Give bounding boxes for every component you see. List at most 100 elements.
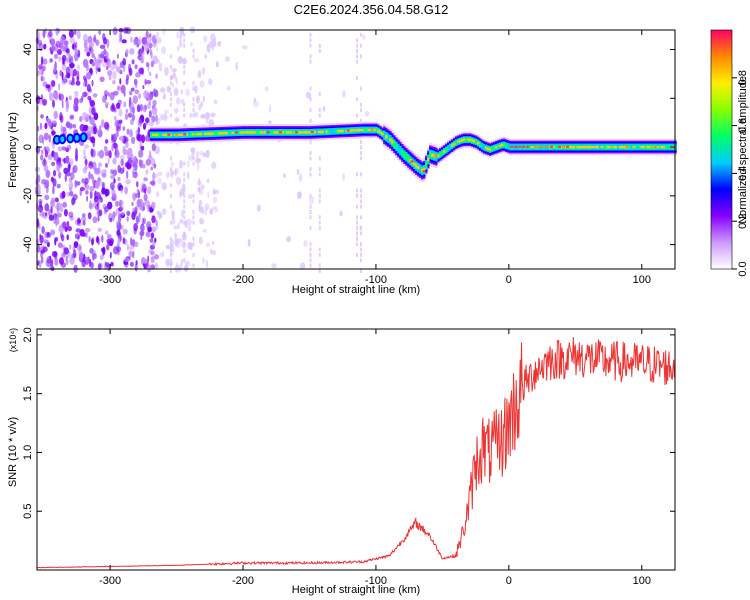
ridge-cell	[323, 128, 326, 136]
noise-streak	[318, 188, 321, 193]
y-tick-label: 40	[22, 43, 34, 55]
noise-dot	[196, 161, 200, 171]
ridge-cell	[227, 129, 231, 137]
noise-streak	[356, 204, 358, 209]
noise-streak	[192, 193, 195, 198]
noise-dot	[66, 144, 72, 151]
ridge-cell	[578, 146, 581, 149]
ridge-hotspot	[422, 170, 426, 173]
noise-dot	[54, 237, 57, 246]
noise-streak	[360, 188, 362, 193]
noise-dot	[212, 206, 216, 211]
noise-dot	[58, 56, 62, 62]
noise-streak	[356, 59, 358, 64]
ridge-cell	[259, 131, 262, 134]
noise-dot	[54, 197, 59, 203]
ridge-cell	[339, 130, 342, 133]
noise-dot	[179, 159, 183, 169]
noise-dot	[69, 37, 75, 44]
noise-dot	[87, 212, 92, 220]
noise-dot	[42, 58, 48, 65]
noise-dot	[142, 104, 147, 113]
ridge-cell	[353, 129, 356, 132]
ridge-cell	[445, 147, 448, 153]
noise-dot	[138, 149, 144, 158]
noise-dot	[74, 179, 77, 189]
noise-dot	[141, 45, 144, 54]
snr-y-tick-label: 1.0	[22, 445, 34, 460]
noise-dot	[73, 102, 79, 111]
noise-dot	[104, 168, 107, 173]
noise-dot	[145, 159, 152, 166]
noise-dot	[199, 218, 205, 225]
ridge-cell	[556, 144, 560, 150]
noise-dot	[41, 159, 47, 167]
ridge-cell	[301, 131, 304, 134]
noise-dot	[111, 103, 115, 110]
noise-dot	[86, 51, 91, 57]
noise-dot	[202, 67, 205, 75]
noise-dot	[264, 86, 269, 92]
ridge-cell	[528, 144, 532, 150]
noise-dot	[88, 202, 94, 210]
noise-streak	[183, 188, 186, 193]
ridge-cell	[191, 133, 195, 136]
noise-dot	[66, 191, 70, 197]
noise-dot	[164, 109, 169, 115]
ridge-cell	[451, 144, 454, 147]
ridge-cell	[554, 144, 558, 150]
noise-dot	[134, 89, 140, 95]
noise-streak	[360, 252, 362, 257]
noise-dot	[143, 217, 146, 225]
ridge-cell	[275, 131, 278, 134]
noise-dot	[94, 167, 98, 174]
snr-plot-area	[36, 328, 676, 571]
noise-dot	[268, 104, 272, 114]
noise-streak	[192, 210, 195, 214]
ridge-cell	[598, 143, 601, 151]
noise-dot	[296, 168, 300, 175]
ridge-cell	[233, 130, 237, 135]
ridge-cell	[592, 146, 595, 149]
ridge-cell	[496, 144, 500, 149]
noise-dot	[131, 250, 135, 259]
ridge-cell	[564, 146, 568, 149]
ridge-cell	[582, 146, 585, 149]
ridge-cell	[447, 145, 450, 152]
snr-series-line	[36, 336, 676, 569]
noise-dot	[58, 171, 62, 179]
snr-x-axis-label: Height of straight line (km)	[292, 584, 420, 596]
snr-axes: -300 -200 -100 0 100 0.5 1.0 1.5 2.0	[22, 327, 676, 587]
ridge-cell	[552, 146, 556, 149]
ridge-cell	[516, 143, 520, 151]
noise-dot	[247, 239, 251, 247]
noise-dot	[235, 61, 238, 71]
noise-dot	[149, 207, 154, 213]
noise-dot	[164, 67, 169, 76]
noise-dot	[102, 246, 106, 256]
noise-dot	[74, 48, 79, 55]
chart-title: C2E6.2024.356.04.58.G12	[294, 2, 449, 17]
noise-dot	[130, 36, 133, 43]
noise-dot	[57, 242, 63, 248]
ridge-cell	[560, 146, 564, 149]
noise-dot	[65, 100, 70, 109]
noise-dot	[44, 240, 50, 245]
ridge-cell	[213, 131, 217, 136]
noise-dot	[210, 248, 213, 255]
noise-streak	[356, 193, 358, 198]
noise-dot	[51, 45, 56, 52]
noise-dot	[45, 169, 51, 178]
noise-dot	[67, 163, 71, 173]
noise-dot	[36, 70, 40, 77]
ridge-cell	[189, 132, 193, 137]
noise-dot	[66, 259, 69, 266]
noise-dot	[126, 216, 129, 222]
noise-dot	[129, 129, 133, 138]
ridge-cell	[439, 152, 442, 157]
noise-dot	[42, 211, 48, 219]
noise-streak	[309, 38, 312, 43]
noise-streak	[192, 108, 195, 112]
noise-dot	[41, 149, 44, 155]
noise-dot	[183, 264, 189, 272]
